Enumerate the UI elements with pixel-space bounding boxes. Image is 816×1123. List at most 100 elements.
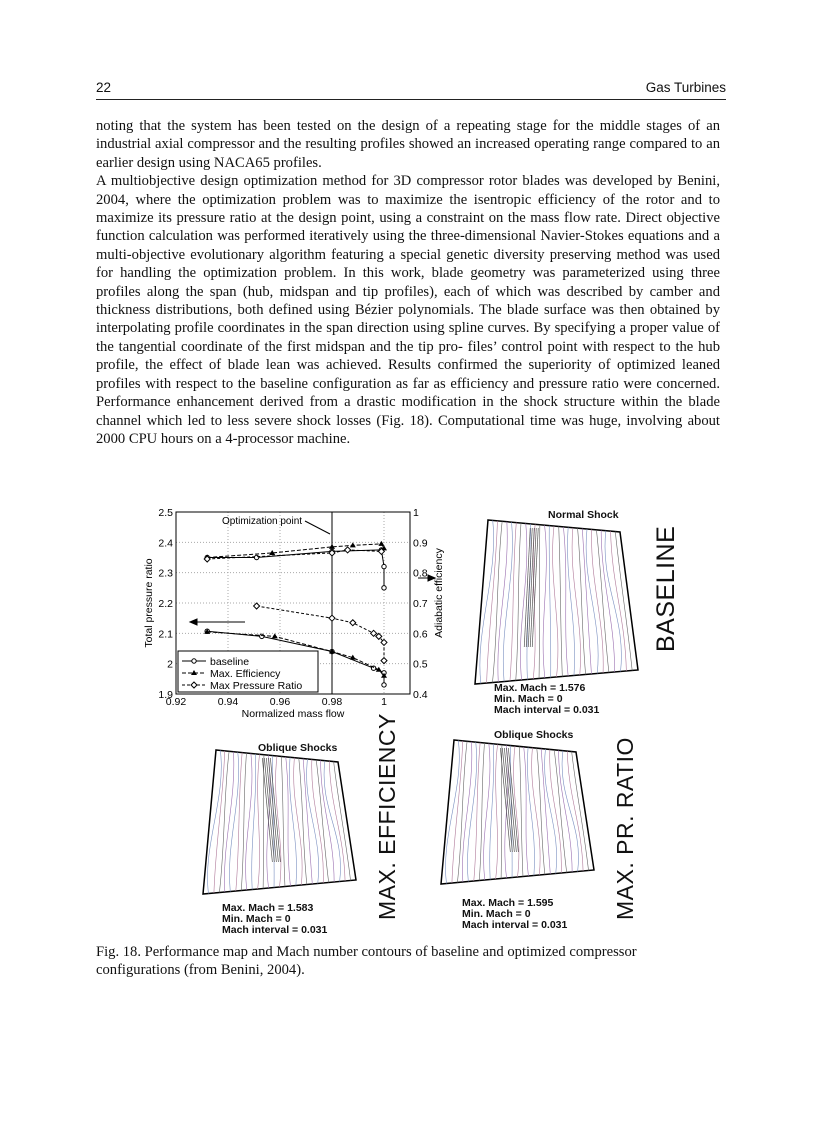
data-point bbox=[349, 654, 356, 660]
mach-contour bbox=[311, 759, 324, 884]
left-axis-arrow bbox=[188, 618, 245, 626]
x-tick-label: 0.92 bbox=[166, 696, 187, 708]
mach-contour bbox=[306, 758, 319, 884]
data-point bbox=[380, 656, 388, 665]
x-axis-label: Normalized mass flow bbox=[242, 708, 345, 720]
baseline-min-mach: Min. Mach = 0 bbox=[494, 693, 563, 705]
data-point bbox=[375, 666, 382, 672]
data-point bbox=[349, 542, 356, 548]
baseline-title: BASELINE bbox=[652, 525, 680, 652]
mach-contour bbox=[245, 753, 253, 891]
max-efficiency-contour-plot bbox=[202, 749, 357, 895]
shock-line bbox=[262, 757, 273, 863]
mach-contour bbox=[467, 742, 477, 882]
baseline-contour-plot bbox=[474, 519, 639, 685]
data-point bbox=[329, 648, 335, 654]
mach-contour bbox=[207, 750, 222, 894]
max-pr-annotation: Oblique Shocks bbox=[494, 729, 574, 741]
data-point bbox=[203, 555, 211, 563]
shock-line bbox=[264, 757, 275, 863]
performance-chart: 0.92 0.94 0.96 0.98 1 1.9 2 2.1 2.2 2.3 2.4 2.5 0.4 0… bbox=[143, 507, 445, 720]
y-tick-label: 2.3 bbox=[158, 568, 173, 580]
y2-tick-label: 0.5 bbox=[413, 659, 428, 671]
shock-line bbox=[500, 747, 511, 853]
legend-marker bbox=[190, 681, 198, 689]
shock-line bbox=[508, 747, 519, 853]
mach-contour bbox=[596, 529, 610, 673]
mach-contour bbox=[571, 527, 581, 676]
data-point bbox=[375, 632, 383, 641]
max-efficiency-max-mach: Max. Mach = 1.583 bbox=[222, 902, 314, 914]
running-title: Gas Turbines bbox=[645, 80, 726, 95]
mach-contour bbox=[451, 740, 464, 884]
paragraph: noting that the system has been tested o… bbox=[96, 118, 720, 171]
y2-tick-label: 0.6 bbox=[413, 628, 428, 640]
y-tick-label: 2.4 bbox=[158, 537, 173, 549]
y2-axis-label: Adiabatic efficiency bbox=[433, 547, 445, 637]
x-tick-label: 0.96 bbox=[270, 696, 291, 708]
mach-contour bbox=[479, 520, 494, 684]
mach-contour bbox=[540, 748, 551, 875]
right-axis-arrow bbox=[418, 574, 437, 582]
mach-contour bbox=[251, 753, 256, 890]
mach-contour bbox=[610, 531, 627, 672]
mach-contour bbox=[229, 752, 239, 892]
mach-contour bbox=[549, 749, 562, 874]
mach-contour bbox=[520, 523, 528, 681]
max-efficiency-annotation: Oblique Shocks bbox=[258, 742, 338, 754]
shock-line bbox=[502, 747, 513, 853]
data-point bbox=[377, 547, 386, 556]
shock-line bbox=[504, 747, 515, 853]
y-tick-label: 2.5 bbox=[158, 507, 173, 519]
optimization-annotation: Optimization point bbox=[222, 516, 302, 527]
mach-contour bbox=[497, 521, 508, 683]
mach-contour bbox=[544, 748, 557, 874]
x-tick-label: 1 bbox=[381, 696, 387, 708]
data-point bbox=[381, 672, 387, 678]
data-point bbox=[204, 628, 211, 634]
shock-line bbox=[268, 757, 279, 863]
mach-contour bbox=[577, 528, 586, 675]
mach-contour bbox=[552, 525, 559, 678]
mach-contour bbox=[515, 522, 522, 681]
mach-contour bbox=[445, 740, 460, 884]
data-point bbox=[349, 619, 357, 627]
mach-contour bbox=[561, 750, 579, 872]
blade-outline bbox=[474, 519, 639, 685]
mach-contour bbox=[272, 755, 275, 888]
y-tick-label: 1.9 bbox=[158, 689, 173, 701]
mach-contour bbox=[219, 751, 230, 893]
mach-contour bbox=[495, 744, 498, 880]
shock-line bbox=[527, 527, 535, 648]
mach-contour bbox=[548, 525, 552, 678]
data-point bbox=[369, 629, 378, 638]
mach-contour bbox=[235, 752, 243, 892]
max-pr-min-mach: Min. Mach = 0 bbox=[462, 908, 531, 920]
series-line bbox=[207, 549, 382, 560]
data-point bbox=[380, 638, 388, 647]
mach-contour bbox=[240, 752, 247, 891]
plot-frame bbox=[175, 511, 411, 695]
mach-contour bbox=[542, 525, 547, 679]
baseline-annotation: Normal Shock bbox=[548, 509, 619, 521]
mach-contour bbox=[502, 522, 513, 682]
y2-tick-label: 0.7 bbox=[413, 598, 428, 610]
figure-caption: Fig. 18. Performance map and Mach number… bbox=[96, 944, 637, 979]
shock-line bbox=[525, 527, 533, 648]
data-point bbox=[328, 549, 336, 557]
data-point bbox=[271, 633, 278, 639]
mach-contour bbox=[289, 757, 297, 886]
mach-contour bbox=[275, 755, 282, 888]
mach-contour bbox=[538, 524, 541, 679]
data-point bbox=[381, 682, 387, 688]
mach-contour bbox=[526, 523, 532, 680]
shock-line bbox=[531, 527, 539, 648]
data-point bbox=[378, 540, 385, 546]
mach-contour bbox=[302, 758, 313, 885]
mach-contour bbox=[581, 528, 592, 675]
data-point bbox=[343, 546, 352, 554]
max-pr-max-mach: Max. Mach = 1.595 bbox=[462, 897, 554, 909]
legend-marker bbox=[191, 670, 197, 675]
mach-contour bbox=[553, 749, 567, 873]
annotation-arrow bbox=[304, 520, 331, 535]
